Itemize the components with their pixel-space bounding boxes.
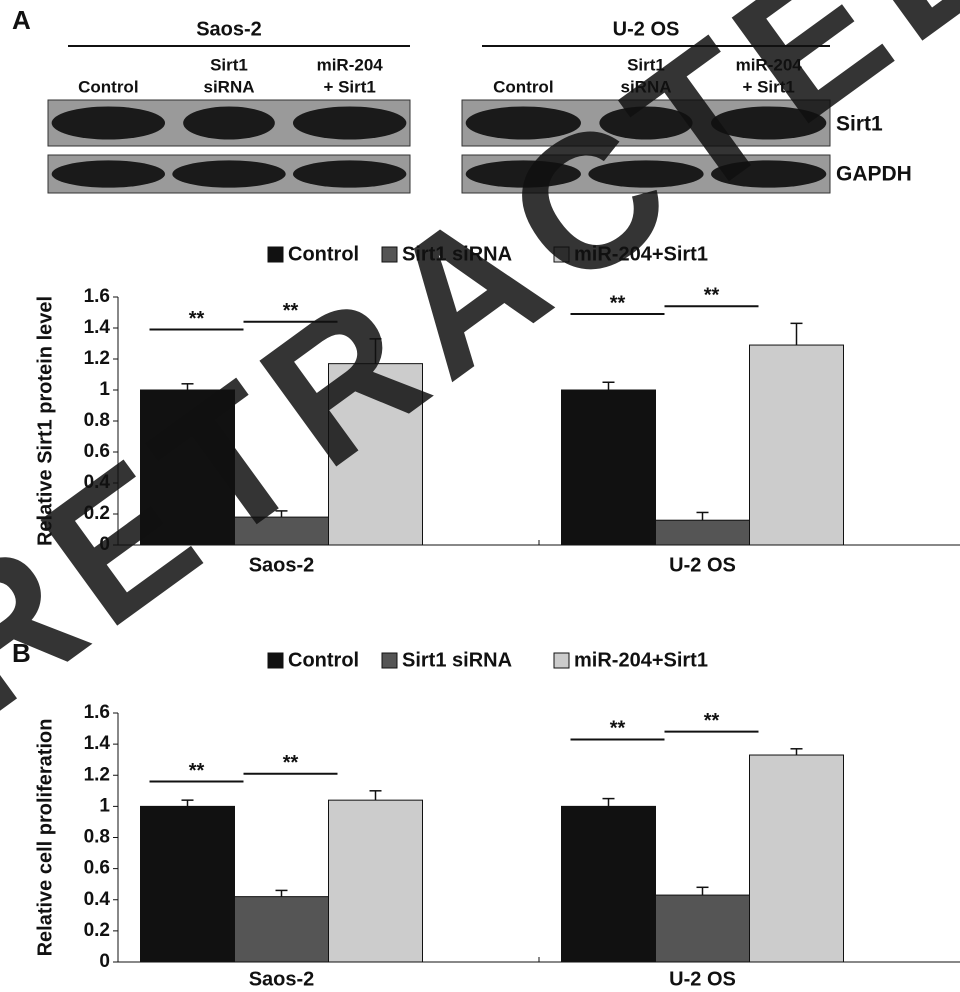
significance-label: ** xyxy=(610,718,626,740)
x-tick-label: U-2 OS xyxy=(669,554,736,576)
legend-label: Control xyxy=(288,649,359,671)
blot-group-title: Saos-2 xyxy=(196,18,262,40)
bar xyxy=(562,806,656,962)
bar xyxy=(656,895,750,962)
y-tick-label: 0.4 xyxy=(84,889,111,910)
y-tick-label: 1 xyxy=(99,795,110,816)
bar xyxy=(750,755,844,962)
significance-label: ** xyxy=(189,308,205,330)
y-tick-label: 0.6 xyxy=(84,858,110,879)
blot-band xyxy=(183,106,275,139)
legend-label: Sirt1 siRNA xyxy=(402,649,512,671)
blot-band xyxy=(293,160,406,187)
y-tick-label: 1.4 xyxy=(84,317,111,338)
y-axis-label: Relative cell proliferation xyxy=(34,719,56,957)
bar xyxy=(656,520,750,545)
legend-swatch xyxy=(268,653,283,668)
legend-swatch xyxy=(554,653,569,668)
lane-label: Sirt1 xyxy=(210,55,248,74)
y-tick-label: 0 xyxy=(99,951,110,972)
x-tick-label: U-2 OS xyxy=(669,968,736,990)
bar xyxy=(235,897,329,962)
blot-band xyxy=(52,160,165,187)
y-tick-label: 1.6 xyxy=(84,702,110,723)
lane-label: miR-204 xyxy=(317,55,384,74)
figure: A B Saos-2ControlSirt1siRNAmiR-204+ Sirt… xyxy=(0,0,960,992)
y-tick-label: 1.6 xyxy=(84,286,110,307)
panel-label: A xyxy=(12,5,31,35)
lane-label: Control xyxy=(493,77,553,96)
bar xyxy=(141,806,235,962)
x-tick-label: Saos-2 xyxy=(249,968,315,990)
lane-label: Control xyxy=(78,77,138,96)
y-tick-label: 1.2 xyxy=(84,348,110,369)
legend-swatch xyxy=(268,247,283,262)
significance-label: ** xyxy=(283,752,299,774)
y-tick-label: 1 xyxy=(99,379,110,400)
significance-label: ** xyxy=(704,285,720,307)
blot-band xyxy=(52,106,165,139)
bar xyxy=(750,345,844,545)
significance-label: ** xyxy=(189,760,205,782)
y-tick-label: 0.2 xyxy=(84,920,110,941)
legend-swatch xyxy=(382,653,397,668)
lane-label: + Sirt1 xyxy=(323,77,375,96)
y-tick-label: 0.8 xyxy=(84,827,110,848)
significance-label: ** xyxy=(704,710,720,732)
bar xyxy=(562,390,656,545)
lane-label: siRNA xyxy=(203,77,254,96)
blot-band xyxy=(172,160,285,187)
blot-row-label: GAPDH xyxy=(836,163,912,186)
legend-label: miR-204+Sirt1 xyxy=(574,649,708,671)
blot-band xyxy=(293,106,406,139)
y-tick-label: 1.4 xyxy=(84,733,111,754)
bar xyxy=(329,800,423,962)
y-tick-label: 1.2 xyxy=(84,764,110,785)
